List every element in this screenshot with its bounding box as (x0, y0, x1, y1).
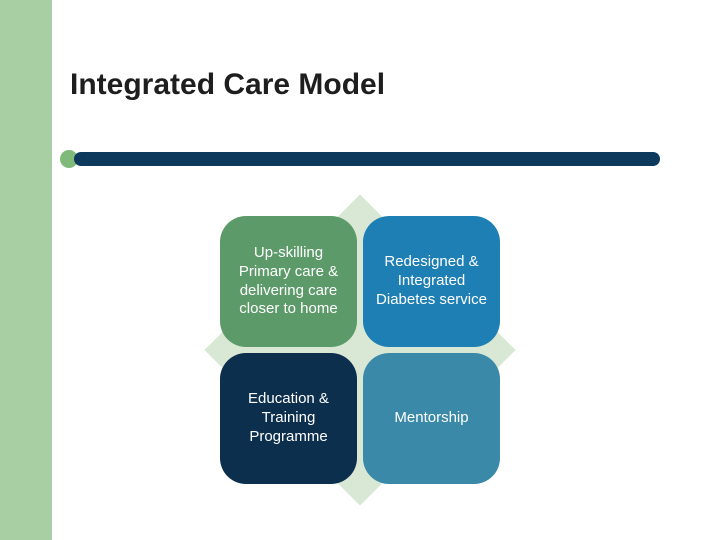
tile-label: Education & Training Programme (230, 390, 347, 446)
tile-label: Redesigned & Integrated Diabetes service (373, 253, 490, 309)
title-underline (60, 148, 660, 170)
tile-education-training: Education & Training Programme (220, 353, 357, 484)
left-accent-stripe (0, 0, 52, 540)
tile-label: Up-skilling Primary care & delivering ca… (230, 244, 347, 319)
tile-mentorship: Mentorship (363, 353, 500, 484)
underline-bar (74, 152, 660, 166)
tile-grid: Up-skilling Primary care & delivering ca… (220, 216, 500, 484)
page-title: Integrated Care Model (70, 68, 385, 102)
integrated-care-diagram: Up-skilling Primary care & delivering ca… (200, 190, 520, 510)
tile-redesigned-service: Redesigned & Integrated Diabetes service (363, 216, 500, 347)
tile-upskilling: Up-skilling Primary care & delivering ca… (220, 216, 357, 347)
tile-label: Mentorship (394, 409, 468, 428)
